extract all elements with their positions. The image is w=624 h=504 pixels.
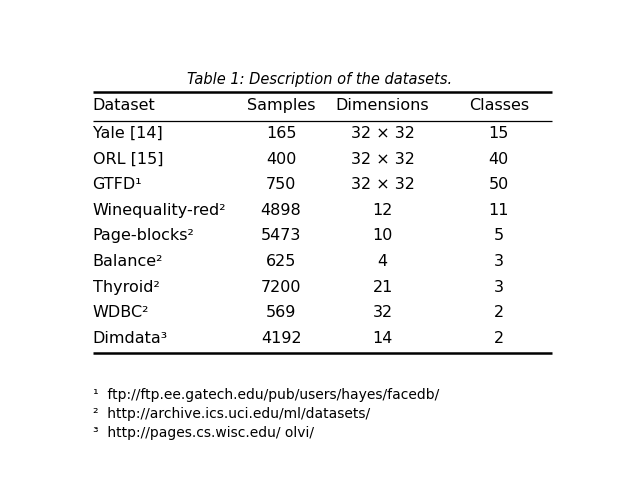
Text: ORL [15]: ORL [15] (92, 152, 163, 166)
Text: 4: 4 (378, 254, 388, 269)
Text: Samples: Samples (247, 98, 315, 112)
Text: Yale [14]: Yale [14] (92, 126, 162, 141)
Text: Balance²: Balance² (92, 254, 163, 269)
Text: 5473: 5473 (261, 228, 301, 243)
Text: Winequality-red²: Winequality-red² (92, 203, 226, 218)
Text: 10: 10 (373, 228, 393, 243)
Text: 7200: 7200 (261, 280, 301, 295)
Text: 40: 40 (489, 152, 509, 166)
Text: 21: 21 (373, 280, 393, 295)
Text: 32 × 32: 32 × 32 (351, 177, 414, 192)
Text: 15: 15 (489, 126, 509, 141)
Text: Thyroid²: Thyroid² (92, 280, 159, 295)
Text: 165: 165 (266, 126, 296, 141)
Text: 32 × 32: 32 × 32 (351, 152, 414, 166)
Text: 32: 32 (373, 305, 392, 320)
Text: Dataset: Dataset (92, 98, 155, 112)
Text: 2: 2 (494, 331, 504, 346)
Text: 50: 50 (489, 177, 509, 192)
Text: WDBC²: WDBC² (92, 305, 149, 320)
Text: Dimdata³: Dimdata³ (92, 331, 168, 346)
Text: 400: 400 (266, 152, 296, 166)
Text: 5: 5 (494, 228, 504, 243)
Text: 750: 750 (266, 177, 296, 192)
Text: 32 × 32: 32 × 32 (351, 126, 414, 141)
Text: Dimensions: Dimensions (336, 98, 429, 112)
Text: 569: 569 (266, 305, 296, 320)
Text: ²  http://archive.ics.uci.edu/ml/datasets/: ² http://archive.ics.uci.edu/ml/datasets… (92, 407, 369, 421)
Text: 4192: 4192 (261, 331, 301, 346)
Text: ¹  ftp://ftp.ee.gatech.edu/pub/users/hayes/facedb/: ¹ ftp://ftp.ee.gatech.edu/pub/users/haye… (92, 389, 439, 402)
Text: 4898: 4898 (261, 203, 301, 218)
Text: Page-blocks²: Page-blocks² (92, 228, 194, 243)
Text: 2: 2 (494, 305, 504, 320)
Text: 14: 14 (373, 331, 393, 346)
Text: Table 1: Description of the datasets.: Table 1: Description of the datasets. (187, 72, 452, 87)
Text: 3: 3 (494, 280, 504, 295)
Text: 11: 11 (489, 203, 509, 218)
Text: 3: 3 (494, 254, 504, 269)
Text: GTFD¹: GTFD¹ (92, 177, 142, 192)
Text: 12: 12 (373, 203, 393, 218)
Text: Classes: Classes (469, 98, 529, 112)
Text: 625: 625 (266, 254, 296, 269)
Text: ³  http://pages.cs.wisc.edu/ olvi/: ³ http://pages.cs.wisc.edu/ olvi/ (92, 426, 313, 439)
